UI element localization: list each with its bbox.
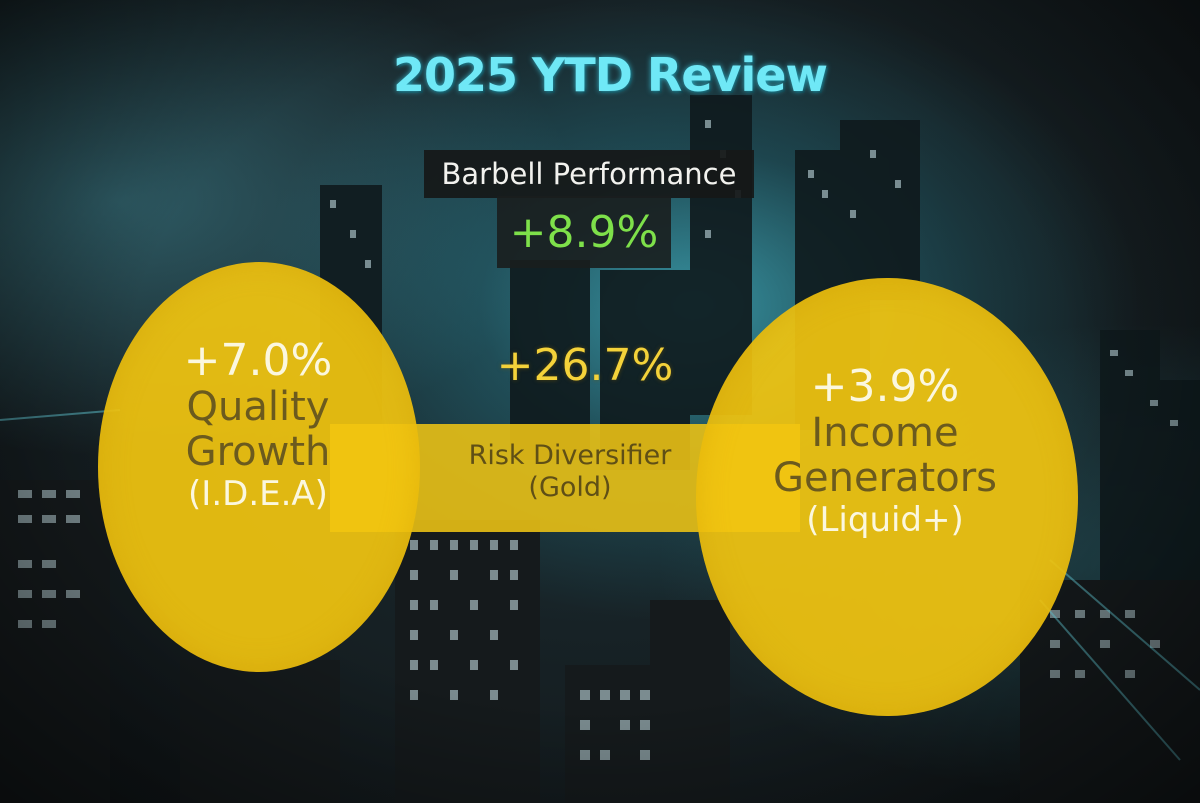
headline-label-box: Barbell Performance [424, 150, 754, 198]
right-plate-sublabel: (Liquid+) [806, 499, 964, 540]
barbell-right-plate [696, 278, 1078, 716]
headline-label: Barbell Performance [441, 157, 737, 191]
center-bar-content: Risk Diversifier (Gold) [440, 440, 700, 505]
left-plate-label-line2: Growth [185, 429, 331, 476]
left-plate-content: +7.0% Quality Growth (I.D.E.A) [108, 336, 408, 513]
headline-value: +8.9% [509, 206, 659, 258]
center-bar-sublabel: (Gold) [528, 472, 612, 504]
center-bar-value: +26.7% [496, 340, 674, 391]
headline-value-box: +8.9% [497, 196, 671, 268]
right-plate-content: +3.9% Income Generators (Liquid+) [720, 362, 1050, 539]
left-plate-value: +7.0% [183, 335, 333, 386]
center-bar-label: Risk Diversifier [468, 440, 672, 471]
right-plate-label-line1: Income [811, 410, 959, 457]
left-plate-label-line1: Quality [186, 384, 330, 431]
right-plate-label-line2: Generators [773, 455, 997, 502]
right-plate-value: +3.9% [810, 361, 960, 412]
barbell-left-plate [98, 262, 420, 672]
left-plate-sublabel: (I.D.E.A) [188, 473, 328, 514]
slide-title: 2025 YTD Review [393, 48, 828, 102]
